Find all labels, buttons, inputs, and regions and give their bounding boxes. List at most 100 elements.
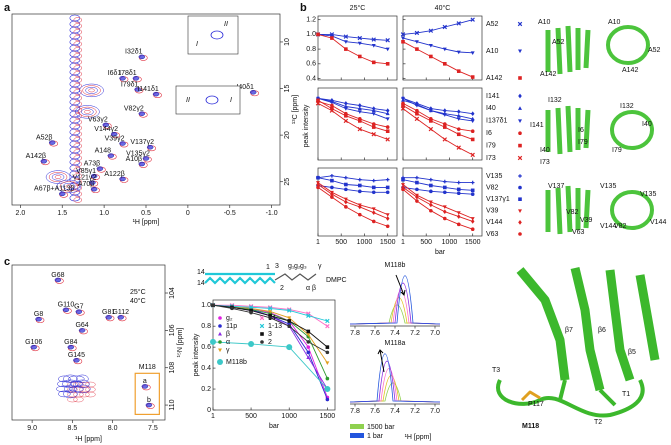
dmpc-label: α: [306, 285, 310, 292]
peak: [110, 131, 118, 137]
marker: [371, 112, 376, 116]
x-tick-label: 500: [245, 413, 257, 420]
marker: [315, 101, 321, 106]
marker: [443, 125, 447, 129]
contour-40c: [73, 149, 83, 155]
contour-25c: [70, 380, 83, 388]
contour-40c: [73, 53, 83, 59]
marker: [456, 117, 461, 122]
contour-40c: [73, 77, 83, 83]
peak-label: G112: [112, 309, 129, 316]
temperature-label: 25°C: [350, 4, 366, 12]
contour-40c: [62, 182, 76, 190]
marker: [518, 209, 522, 213]
structure-label: V63: [572, 229, 585, 236]
arrow: [395, 274, 406, 297]
marker: [456, 127, 461, 131]
spectrum-title: M118b: [385, 262, 406, 269]
marker: [385, 111, 390, 116]
marker: [456, 145, 461, 150]
marker: [442, 47, 447, 52]
y-tick-label: 1.0: [306, 31, 316, 38]
marker: [330, 185, 334, 190]
structure-label: I6: [578, 127, 584, 134]
y-tick-label: 104: [169, 287, 176, 299]
marker: [400, 32, 406, 37]
peak-label: V135γ2: [126, 150, 150, 157]
marker: [518, 93, 522, 99]
series-line: [317, 187, 388, 227]
legend-label: I40: [486, 105, 496, 112]
dmpc-label: β: [312, 285, 316, 292]
marker: [429, 183, 433, 188]
contour-40c: [73, 131, 83, 137]
marker: [415, 199, 419, 203]
x-axis-label: bar: [435, 249, 446, 256]
x-tick-label: 1500: [465, 239, 481, 246]
marker: [401, 96, 405, 101]
x-tick-label: 1500: [320, 413, 336, 420]
peak: [96, 166, 104, 171]
peak: [67, 344, 75, 350]
structure-label: V82: [614, 223, 627, 230]
peak: [89, 180, 96, 185]
marker: [324, 386, 331, 393]
contour-40c: [73, 161, 83, 167]
marker: [385, 38, 390, 43]
marker: [316, 32, 320, 37]
structure-label: β7: [565, 327, 573, 334]
x-tick-label: 1: [211, 413, 215, 420]
marker: [344, 199, 348, 205]
contour-40c: [73, 89, 83, 95]
contour-40c: [73, 29, 83, 35]
marker: [518, 185, 522, 190]
marker: [325, 345, 330, 349]
marker: [343, 118, 349, 124]
trace: [349, 297, 441, 325]
legend-label: I73: [486, 155, 496, 162]
series-line: [402, 179, 473, 191]
x-tick-label: 1: [401, 239, 405, 246]
legend-label: 40°C: [130, 297, 146, 305]
marker: [442, 137, 448, 142]
dmpc-label: 14: [197, 269, 205, 276]
marker: [470, 111, 475, 117]
marker: [248, 305, 254, 310]
structure-cartoon: [545, 25, 654, 235]
marker: [456, 50, 461, 55]
marker: [330, 195, 334, 199]
marker: [316, 98, 320, 103]
marker: [385, 129, 390, 133]
structure-label: V82: [566, 209, 579, 216]
legend-label: V144: [486, 219, 502, 226]
contour-40c: [73, 107, 83, 113]
x-tick-label: 1000: [281, 413, 297, 420]
arrow: [377, 349, 385, 373]
legend-label: A52: [486, 21, 499, 28]
peak-label: G106: [25, 339, 42, 346]
dmpc-label: 14: [197, 280, 205, 287]
marker: [287, 319, 292, 323]
peak: [138, 54, 146, 60]
marker: [385, 117, 390, 122]
marker: [218, 331, 222, 336]
marker: [518, 143, 522, 148]
x-axis-label: ¹H [ppm]: [75, 436, 102, 443]
marker: [357, 35, 363, 41]
marker: [518, 232, 522, 236]
marker: [371, 43, 376, 48]
structure-label: I73: [540, 159, 550, 166]
y-axis-label: peak intensity: [303, 104, 310, 147]
contour-40c: [73, 143, 83, 149]
marker: [429, 54, 433, 59]
structure-label: A10: [538, 19, 551, 26]
marker: [456, 180, 461, 185]
marker: [429, 177, 433, 182]
marker: [415, 187, 419, 192]
series-line: [317, 99, 388, 132]
structure-label: A52: [648, 47, 661, 54]
y-tick-label: 0.2: [201, 386, 211, 393]
marker: [344, 113, 348, 118]
marker: [358, 183, 362, 188]
legend-label: V82: [486, 184, 499, 191]
